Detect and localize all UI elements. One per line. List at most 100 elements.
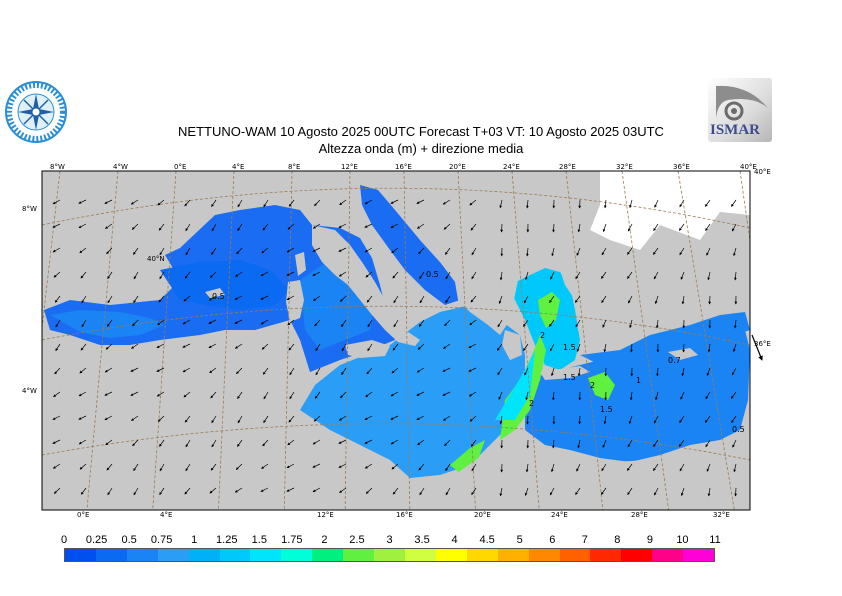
- direction-arrow: [262, 223, 269, 231]
- legend-swatch: [219, 549, 251, 561]
- direction-arrow: [107, 271, 113, 280]
- lon-label: 36°E: [673, 163, 690, 171]
- legend-label: 1.5: [251, 534, 267, 546]
- direction-arrow: [367, 343, 373, 352]
- direction-arrow: [655, 319, 659, 329]
- direction-arrow: [419, 295, 425, 304]
- direction-arrow: [602, 439, 607, 448]
- direction-arrow: [156, 367, 165, 372]
- direction-arrow: [417, 439, 425, 446]
- direction-arrow: [471, 463, 477, 472]
- wave-zone-green-aegean: [538, 292, 560, 328]
- direction-arrow: [261, 247, 269, 254]
- direction-arrow: [80, 271, 87, 279]
- lon-label: 24°E: [551, 511, 568, 519]
- direction-arrow: [312, 271, 321, 276]
- logo-right: ISMAR: [708, 78, 772, 142]
- direction-arrow: [680, 271, 685, 280]
- direction-arrow: [211, 199, 217, 207]
- land-corsica: [295, 252, 306, 276]
- legend-label: 10: [676, 534, 689, 546]
- contour-label: 0.7: [668, 356, 681, 365]
- direction-arrow: [469, 415, 477, 422]
- direction-arrow: [54, 367, 61, 375]
- direction-arrow: [159, 487, 165, 496]
- direction-arrow: [416, 367, 425, 373]
- direction-arrow: [733, 247, 737, 257]
- contour-label: 0.5: [212, 292, 225, 301]
- direction-arrow: [601, 247, 607, 256]
- left-axis-label: 4°W: [22, 387, 37, 395]
- direction-arrow: [470, 295, 477, 303]
- direction-arrow: [312, 439, 321, 445]
- direction-arrow: [208, 343, 217, 349]
- direction-arrow: [498, 391, 503, 400]
- direction-arrow: [679, 415, 685, 424]
- direction-arrow: [367, 319, 373, 328]
- direction-arrow: [210, 463, 217, 471]
- direction-arrow: [287, 223, 295, 230]
- lon-label: 4°W: [113, 163, 128, 171]
- direction-arrow: [602, 223, 607, 233]
- direction-arrow: [237, 223, 243, 232]
- direction-arrow: [628, 415, 633, 425]
- direction-arrow: [211, 223, 217, 232]
- direction-arrow: [365, 271, 373, 278]
- lon-label: 40°E: [740, 163, 757, 171]
- direction-arrow: [156, 391, 165, 397]
- direction-arrow: [366, 367, 373, 375]
- direction-arrow: [468, 343, 477, 349]
- direction-arrow: [234, 319, 243, 324]
- direction-arrow: [390, 415, 399, 420]
- direction-arrow: [576, 343, 581, 352]
- land-sardinia: [286, 280, 304, 322]
- lon-label: 28°E: [559, 163, 576, 171]
- direction-arrow: [731, 415, 737, 423]
- legend-label: 1.25: [216, 534, 238, 546]
- direction-arrow: [52, 223, 61, 228]
- direction-arrow: [234, 343, 243, 349]
- direction-arrow: [78, 439, 87, 445]
- direction-arrow: [366, 295, 373, 303]
- direction-arrow: [53, 271, 61, 278]
- direction-arrow: [209, 271, 217, 278]
- direction-arrow: [314, 319, 321, 327]
- direction-arrow: [575, 271, 581, 280]
- direction-arrow: [104, 415, 113, 421]
- bottom-longitude-labels: 0°E 4°E 12°E 16°E 20°E 24°E 28°E 32°E: [77, 511, 730, 519]
- direction-arrow: [576, 247, 581, 256]
- direction-arrow: [734, 487, 738, 497]
- direction-arrow: [681, 295, 685, 305]
- direction-arrow: [705, 391, 711, 400]
- lon-label: 16°E: [395, 163, 412, 171]
- direction-arrow: [707, 343, 711, 353]
- direction-arrow: [338, 415, 347, 421]
- direction-arrow: [445, 247, 451, 255]
- direction-arrow: [524, 487, 529, 496]
- direction-arrow: [157, 415, 165, 422]
- direction-arrow: [78, 415, 87, 420]
- direction-arrow: [603, 415, 607, 425]
- lon-label: 12°E: [341, 163, 358, 171]
- direction-arrow: [338, 463, 347, 468]
- contour-label: 2: [529, 399, 534, 408]
- map-title: NETTUNO-WAM 10 Agosto 2025 00UTC Forecas…: [178, 124, 664, 139]
- direction-arrow: [288, 343, 295, 351]
- direction-arrow: [260, 295, 269, 300]
- direction-arrow: [157, 319, 165, 326]
- lon-label: 32°E: [616, 163, 633, 171]
- direction-arrow: [234, 487, 243, 493]
- direction-arrow: [182, 343, 191, 348]
- direction-arrow: [707, 271, 711, 281]
- direction-arrow: [680, 487, 685, 497]
- direction-arrow: [236, 367, 243, 375]
- direction-arrow: [105, 343, 113, 350]
- direction-arrow: [416, 415, 425, 421]
- direction-arrow: [211, 439, 217, 448]
- direction-arrow: [365, 391, 373, 398]
- direction-arrow: [497, 319, 503, 328]
- direction-arrow: [550, 271, 555, 280]
- contour-label: 0.5: [426, 270, 439, 279]
- direction-arrow: [53, 487, 61, 494]
- direction-arrow: [418, 247, 425, 255]
